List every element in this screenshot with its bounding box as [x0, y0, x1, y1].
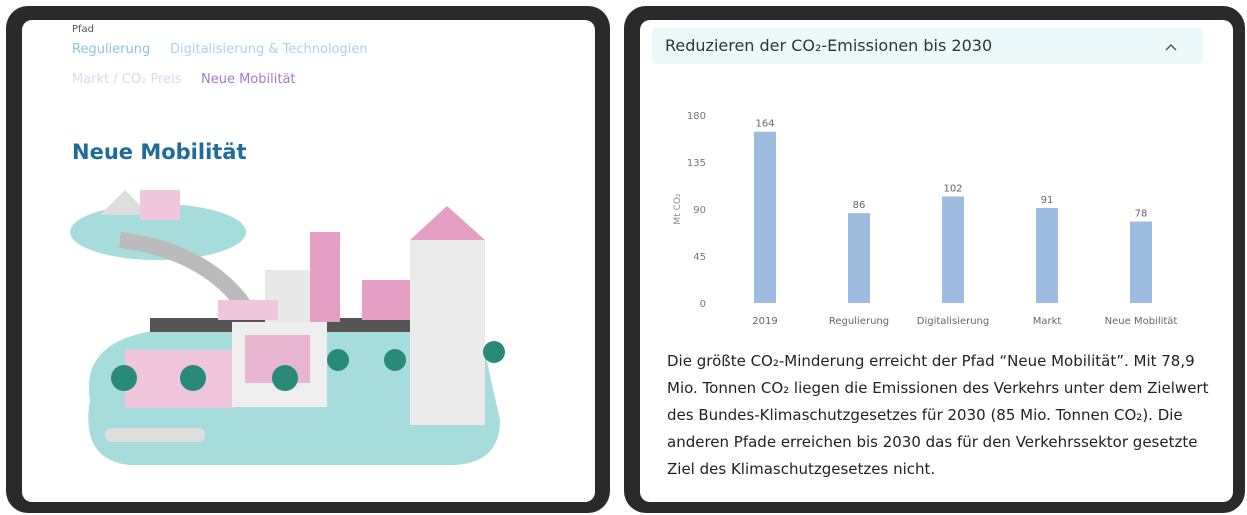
tab[interactable]: Digitalisierung & Technologien [170, 42, 368, 57]
accordion-title[interactable]: Reduzieren der CO₂-Emissionen bis 2030 [665, 36, 993, 55]
y-tick-label: 45 [693, 252, 706, 263]
data-label: 102 [943, 183, 962, 194]
tab[interactable]: Markt / CO₂ Preis [72, 72, 182, 87]
y-tick-label: 90 [693, 205, 706, 216]
illustration [70, 190, 505, 465]
data-label: 86 [853, 200, 866, 211]
bar [754, 131, 776, 303]
data-label: 91 [1041, 195, 1054, 206]
x-tick-label: Regulierung [829, 316, 889, 327]
y-tick-label: 135 [687, 158, 706, 169]
data-label: 78 [1135, 209, 1148, 220]
data-label: 164 [755, 119, 774, 130]
x-tick-label: Digitalisierung [917, 316, 990, 327]
bar [848, 213, 870, 303]
description: Die größte CO₂-Minderung erreicht der Pf… [667, 352, 1209, 478]
tab-active[interactable]: Neue Mobilität [201, 72, 296, 87]
accordion-header[interactable] [652, 28, 1203, 64]
tabs-label: Pfad [72, 24, 95, 35]
caret-icon[interactable] [1165, 43, 1177, 51]
heading: Neue Mobilität [72, 140, 247, 164]
y-axis-label: Mt CO₂ [673, 193, 683, 225]
tab[interactable]: Regulierung [72, 42, 151, 57]
y-tick-label: 0 [700, 299, 706, 310]
bar [1130, 221, 1152, 303]
x-tick-label: 2019 [752, 316, 777, 327]
x-tick-label: Neue Mobilität [1105, 316, 1178, 327]
bar [942, 196, 964, 303]
bar [1036, 207, 1058, 303]
y-tick-label: 180 [687, 111, 706, 122]
right-card [640, 20, 1233, 502]
x-tick-label: Markt [1033, 316, 1062, 327]
